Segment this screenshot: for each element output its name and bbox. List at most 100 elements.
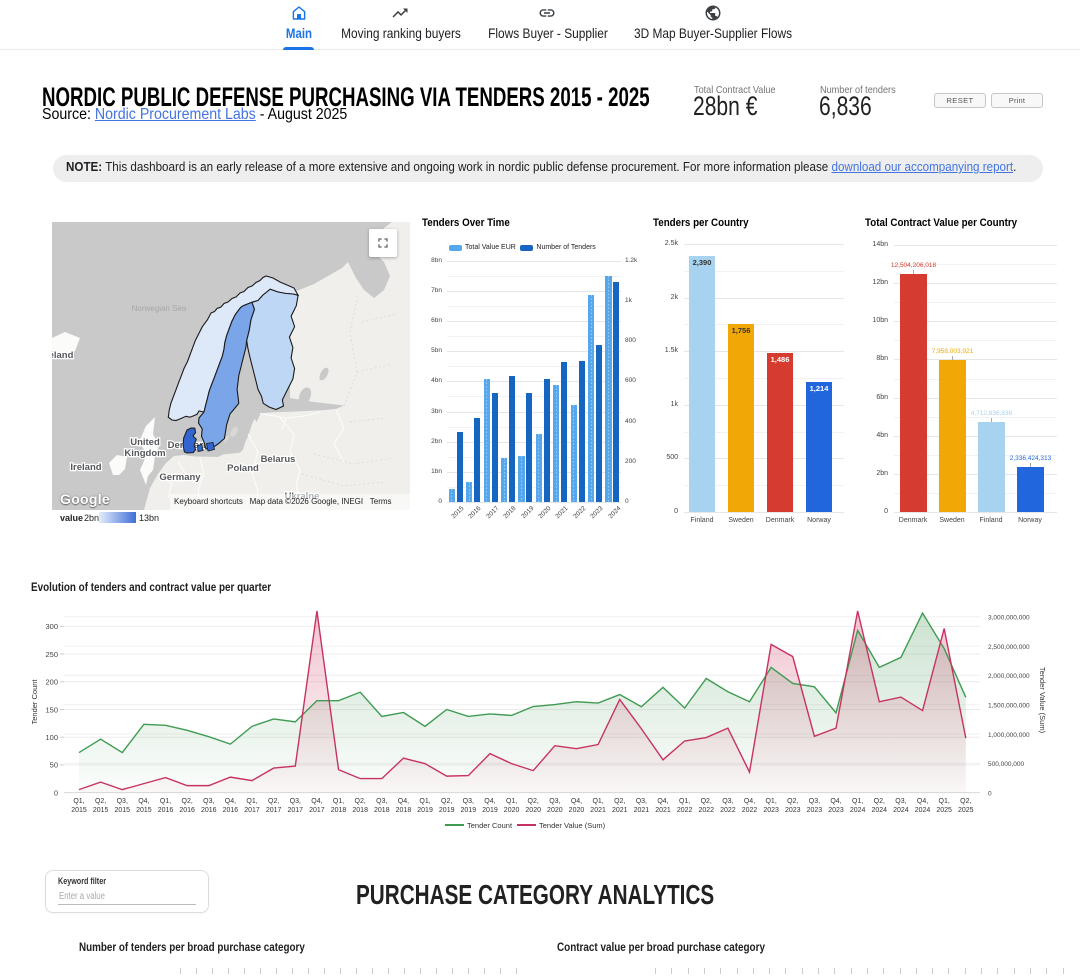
svg-text:2017: 2017 bbox=[309, 807, 325, 814]
svg-text:2023: 2023 bbox=[785, 807, 801, 814]
svg-text:Q4,: Q4, bbox=[398, 798, 409, 805]
svg-text:Q4,: Q4, bbox=[138, 798, 149, 805]
svg-text:2022: 2022 bbox=[742, 807, 758, 814]
svg-text:2019: 2019 bbox=[417, 807, 433, 814]
svg-text:Q3,: Q3, bbox=[376, 798, 387, 805]
svg-text:Q2,: Q2, bbox=[960, 798, 971, 805]
svg-text:2022: 2022 bbox=[698, 807, 714, 814]
svg-text:Q4,: Q4, bbox=[917, 798, 928, 805]
svg-text:Q3,: Q3, bbox=[895, 798, 906, 805]
svg-text:Tender Value (Sum): Tender Value (Sum) bbox=[539, 821, 606, 830]
svg-text:2018: 2018 bbox=[374, 807, 390, 814]
svg-text:2023: 2023 bbox=[828, 807, 844, 814]
svg-text:Q4,: Q4, bbox=[311, 798, 322, 805]
svg-text:2018: 2018 bbox=[396, 807, 412, 814]
svg-text:2015: 2015 bbox=[71, 807, 87, 814]
svg-text:2024: 2024 bbox=[893, 807, 909, 814]
svg-text:Q4,: Q4, bbox=[744, 798, 755, 805]
svg-text:Q2,: Q2, bbox=[701, 798, 712, 805]
svg-text:2018: 2018 bbox=[352, 807, 368, 814]
svg-text:1,500,000,000: 1,500,000,000 bbox=[988, 703, 1030, 710]
svg-text:Q4,: Q4, bbox=[225, 798, 236, 805]
svg-text:2025: 2025 bbox=[936, 807, 952, 814]
svg-text:2020: 2020 bbox=[569, 807, 585, 814]
svg-text:United: United bbox=[130, 437, 160, 448]
svg-text:0: 0 bbox=[54, 788, 58, 797]
svg-text:Q2,: Q2, bbox=[268, 798, 279, 805]
svg-text:2023: 2023 bbox=[763, 807, 779, 814]
svg-text:2015: 2015 bbox=[114, 807, 130, 814]
svg-text:2022: 2022 bbox=[720, 807, 736, 814]
svg-text:Q1,: Q1, bbox=[506, 798, 517, 805]
svg-text:Q1,: Q1, bbox=[333, 798, 344, 805]
svg-text:Q1,: Q1, bbox=[765, 798, 776, 805]
svg-text:2021: 2021 bbox=[655, 807, 671, 814]
svg-text:Q3,: Q3, bbox=[117, 798, 128, 805]
svg-text:2023: 2023 bbox=[807, 807, 823, 814]
svg-text:2021: 2021 bbox=[590, 807, 606, 814]
svg-text:Kingdom: Kingdom bbox=[124, 448, 165, 459]
svg-text:Q2,: Q2, bbox=[441, 798, 452, 805]
svg-text:2020: 2020 bbox=[504, 807, 520, 814]
svg-text:Ireland: Ireland bbox=[70, 462, 101, 473]
svg-text:Belarus: Belarus bbox=[261, 454, 296, 465]
svg-text:2019: 2019 bbox=[482, 807, 498, 814]
svg-text:Q1,: Q1, bbox=[160, 798, 171, 805]
svg-text:Q1,: Q1, bbox=[592, 798, 603, 805]
svg-text:Tender Count: Tender Count bbox=[467, 821, 513, 830]
svg-text:2,000,000,000: 2,000,000,000 bbox=[988, 673, 1030, 680]
svg-text:2,500,000,000: 2,500,000,000 bbox=[988, 644, 1030, 651]
svg-text:2016: 2016 bbox=[179, 807, 195, 814]
svg-text:2021: 2021 bbox=[634, 807, 650, 814]
svg-text:3,000,000,000: 3,000,000,000 bbox=[988, 615, 1030, 622]
svg-text:eland: eland bbox=[52, 350, 74, 361]
svg-text:100: 100 bbox=[45, 733, 58, 742]
svg-text:Tender Value (Sum): Tender Value (Sum) bbox=[1038, 667, 1047, 734]
svg-text:2019: 2019 bbox=[439, 807, 455, 814]
svg-text:Q3,: Q3, bbox=[636, 798, 647, 805]
svg-text:2018: 2018 bbox=[331, 807, 347, 814]
svg-text:Q1,: Q1, bbox=[73, 798, 84, 805]
svg-text:200: 200 bbox=[45, 678, 58, 687]
svg-text:2024: 2024 bbox=[871, 807, 887, 814]
svg-text:2025: 2025 bbox=[958, 807, 974, 814]
svg-text:2024: 2024 bbox=[915, 807, 931, 814]
svg-text:Q4,: Q4, bbox=[657, 798, 668, 805]
svg-text:0: 0 bbox=[988, 790, 992, 797]
svg-text:Germany: Germany bbox=[159, 472, 201, 483]
svg-text:50: 50 bbox=[50, 761, 58, 770]
svg-text:Q2,: Q2, bbox=[787, 798, 798, 805]
svg-text:Q1,: Q1, bbox=[246, 798, 257, 805]
svg-text:2020: 2020 bbox=[525, 807, 541, 814]
svg-text:Norwegian Sea: Norwegian Sea bbox=[132, 304, 187, 313]
svg-text:Q1,: Q1, bbox=[419, 798, 430, 805]
svg-text:2015: 2015 bbox=[136, 807, 152, 814]
svg-text:Q3,: Q3, bbox=[722, 798, 733, 805]
svg-text:250: 250 bbox=[45, 650, 58, 659]
svg-text:Q2,: Q2, bbox=[614, 798, 625, 805]
svg-text:Q4,: Q4, bbox=[484, 798, 495, 805]
svg-text:Q4,: Q4, bbox=[830, 798, 841, 805]
svg-text:Q2,: Q2, bbox=[182, 798, 193, 805]
svg-text:Q3,: Q3, bbox=[290, 798, 301, 805]
svg-text:Q2,: Q2, bbox=[95, 798, 106, 805]
svg-text:Q2,: Q2, bbox=[874, 798, 885, 805]
svg-text:Q1,: Q1, bbox=[939, 798, 950, 805]
svg-text:150: 150 bbox=[45, 705, 58, 714]
svg-text:300: 300 bbox=[45, 622, 58, 631]
svg-text:2017: 2017 bbox=[266, 807, 282, 814]
svg-text:Q1,: Q1, bbox=[852, 798, 863, 805]
svg-text:Q3,: Q3, bbox=[549, 798, 560, 805]
svg-text:2015: 2015 bbox=[93, 807, 109, 814]
svg-text:2016: 2016 bbox=[201, 807, 217, 814]
svg-text:2022: 2022 bbox=[677, 807, 693, 814]
svg-text:Tender Count: Tender Count bbox=[30, 679, 39, 725]
svg-text:Q3,: Q3, bbox=[463, 798, 474, 805]
svg-text:Q2,: Q2, bbox=[528, 798, 539, 805]
svg-text:2019: 2019 bbox=[461, 807, 477, 814]
svg-text:1,000,000,000: 1,000,000,000 bbox=[988, 732, 1030, 739]
svg-text:2017: 2017 bbox=[288, 807, 304, 814]
svg-text:Q3,: Q3, bbox=[203, 798, 214, 805]
svg-text:2024: 2024 bbox=[850, 807, 866, 814]
svg-text:Q3,: Q3, bbox=[809, 798, 820, 805]
